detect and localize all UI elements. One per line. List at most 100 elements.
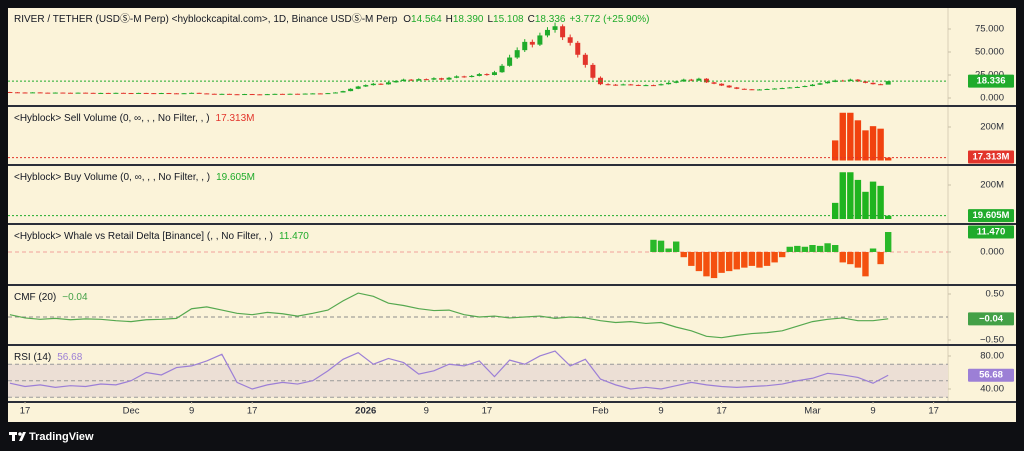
bar (847, 251, 854, 265)
y-tick-label: −0.50 (980, 335, 1004, 346)
candle-body (878, 84, 884, 86)
ohlc-value: 14.564 (411, 14, 442, 25)
candle-body (681, 79, 687, 82)
x-tick-label: 17 (716, 406, 727, 417)
candle-body (688, 79, 694, 81)
candle-body (446, 77, 452, 80)
pane-legend: <Hyblock> Sell Volume (0, ∞, , , No Filt… (14, 113, 254, 124)
candle-body (249, 94, 255, 96)
candle-body (620, 84, 626, 86)
candle-body (567, 37, 573, 43)
last-value-tag (968, 150, 1014, 164)
bar (657, 240, 665, 252)
candle-body (491, 72, 497, 76)
bar (831, 202, 839, 220)
pane-legend: CMF (20) −0.04 (14, 292, 88, 303)
bar (809, 245, 816, 252)
pane: 80.00 40.00 RSI (14) 56.68 56.68 (8, 350, 1014, 398)
ohlc-key: C (528, 14, 535, 25)
candle-body (673, 81, 679, 83)
candle-body (30, 92, 36, 94)
pane-legend: <Hyblock> Buy Volume (0, ∞, , , No Filte… (14, 172, 255, 183)
line (9, 350, 889, 390)
candle-body (219, 93, 225, 95)
pane-legend: RIVER / TETHER (USDⓈ-M Perp) <hyblockcap… (14, 13, 650, 25)
bar (725, 251, 733, 272)
bar (839, 172, 846, 220)
candle-body (393, 80, 399, 83)
candle-body (582, 54, 588, 65)
x-tick-label: Dec (123, 406, 140, 417)
candle-body (756, 89, 762, 91)
candle-body (37, 92, 43, 94)
x-tick-label: 2026 (355, 406, 376, 417)
candle-body (719, 83, 725, 86)
candle-body (317, 93, 323, 95)
candle-body (295, 93, 301, 95)
candle-body (348, 88, 354, 92)
bar (831, 245, 839, 252)
bar (884, 232, 892, 252)
bar (756, 251, 763, 268)
plot-area (8, 292, 948, 339)
y-tick-label: 0.000 (980, 246, 1004, 257)
candle-body (128, 93, 134, 95)
pane-legend: <Hyblock> Whale vs Retail Delta [Binance… (14, 231, 309, 242)
candle-body (764, 88, 770, 90)
x-tick-label: 9 (870, 406, 875, 417)
candle-body (454, 76, 460, 78)
y-tick-label: 200M (980, 180, 1004, 191)
candle-body (287, 93, 293, 95)
legend-value: 56.68 (57, 352, 82, 363)
bar (688, 251, 695, 266)
candle-body (809, 84, 815, 87)
bar (884, 157, 892, 161)
bar (869, 181, 877, 220)
candle-body (726, 85, 732, 88)
candle-body (703, 78, 709, 83)
candle-body (279, 93, 285, 95)
candle-body (143, 92, 149, 94)
bar (718, 251, 725, 273)
candle-body (855, 79, 861, 82)
candle-body (575, 42, 581, 55)
candle-body (628, 84, 634, 86)
legend-value: 11.470 (279, 231, 309, 242)
candle-body (643, 85, 649, 87)
candle-body (60, 92, 66, 94)
x-tick-label: 9 (658, 406, 663, 417)
bar (680, 251, 687, 258)
candle-body (416, 79, 422, 81)
y-tick-label: 40.00 (980, 384, 1004, 395)
candle-body (605, 84, 611, 86)
bar (801, 246, 809, 252)
candle-body (734, 87, 740, 89)
legend-title: RSI (14) (14, 352, 51, 363)
candle-body (862, 81, 868, 83)
price-change: +3.772 (+25.90%) (569, 14, 649, 25)
candle-body (264, 94, 270, 96)
candle-body (507, 57, 513, 66)
x-tick-label: Feb (592, 406, 608, 417)
legend-value: 17.313M (216, 113, 255, 124)
bar (748, 251, 756, 266)
last-value-label: 11.470 (977, 227, 1006, 238)
last-value-tag (968, 209, 1014, 223)
candle-body (772, 88, 778, 90)
candle-body (332, 92, 338, 94)
last-value-label: 19.605M (973, 210, 1010, 221)
candle-body (825, 81, 831, 84)
last-value-label: 17.313M (973, 152, 1010, 163)
candle-body (211, 93, 217, 95)
candle-body (189, 92, 195, 94)
x-tick-label: 17 (482, 406, 493, 417)
logo-part (12, 432, 15, 441)
bar (877, 185, 884, 220)
candle-body (885, 81, 891, 85)
ohlc-key: L (487, 14, 493, 25)
y-tick-label: 200M (980, 122, 1004, 133)
x-tick-label: 9 (424, 406, 429, 417)
candle-body (226, 93, 232, 95)
candle-body (832, 80, 838, 82)
